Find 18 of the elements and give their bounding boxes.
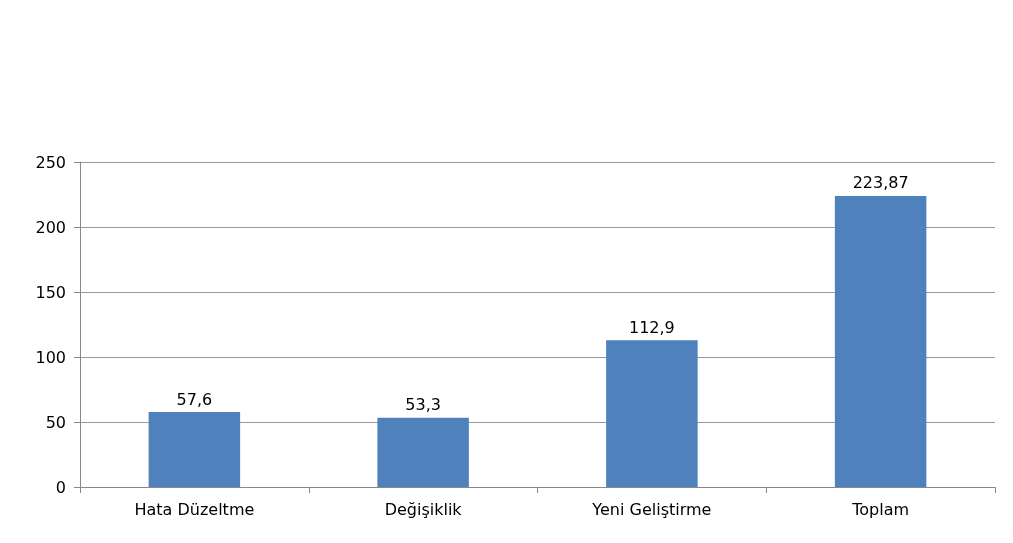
- x-tick-label: Toplam: [851, 499, 910, 519]
- data-label: 223,87: [852, 173, 909, 193]
- data-label: 57,6: [176, 389, 213, 409]
- x-tick-label: Hata Düzeltme: [134, 499, 255, 519]
- y-tick-label: 100: [35, 347, 66, 367]
- y-tick-label: 250: [35, 152, 66, 172]
- data-label: 112,9: [628, 317, 675, 337]
- data-label: 53,3: [405, 395, 441, 415]
- bar: [834, 195, 927, 487]
- x-tick-label: Değişiklik: [384, 499, 463, 519]
- y-tick-label: 0: [55, 477, 66, 497]
- bar: [606, 340, 698, 487]
- x-tick-label: Yeni Geliştirme: [591, 499, 712, 519]
- y-tick-label: 150: [35, 282, 66, 302]
- bar: [377, 417, 469, 487]
- bar: [148, 412, 241, 487]
- y-tick-label: 50: [45, 412, 66, 432]
- y-tick-label: 200: [35, 217, 66, 237]
